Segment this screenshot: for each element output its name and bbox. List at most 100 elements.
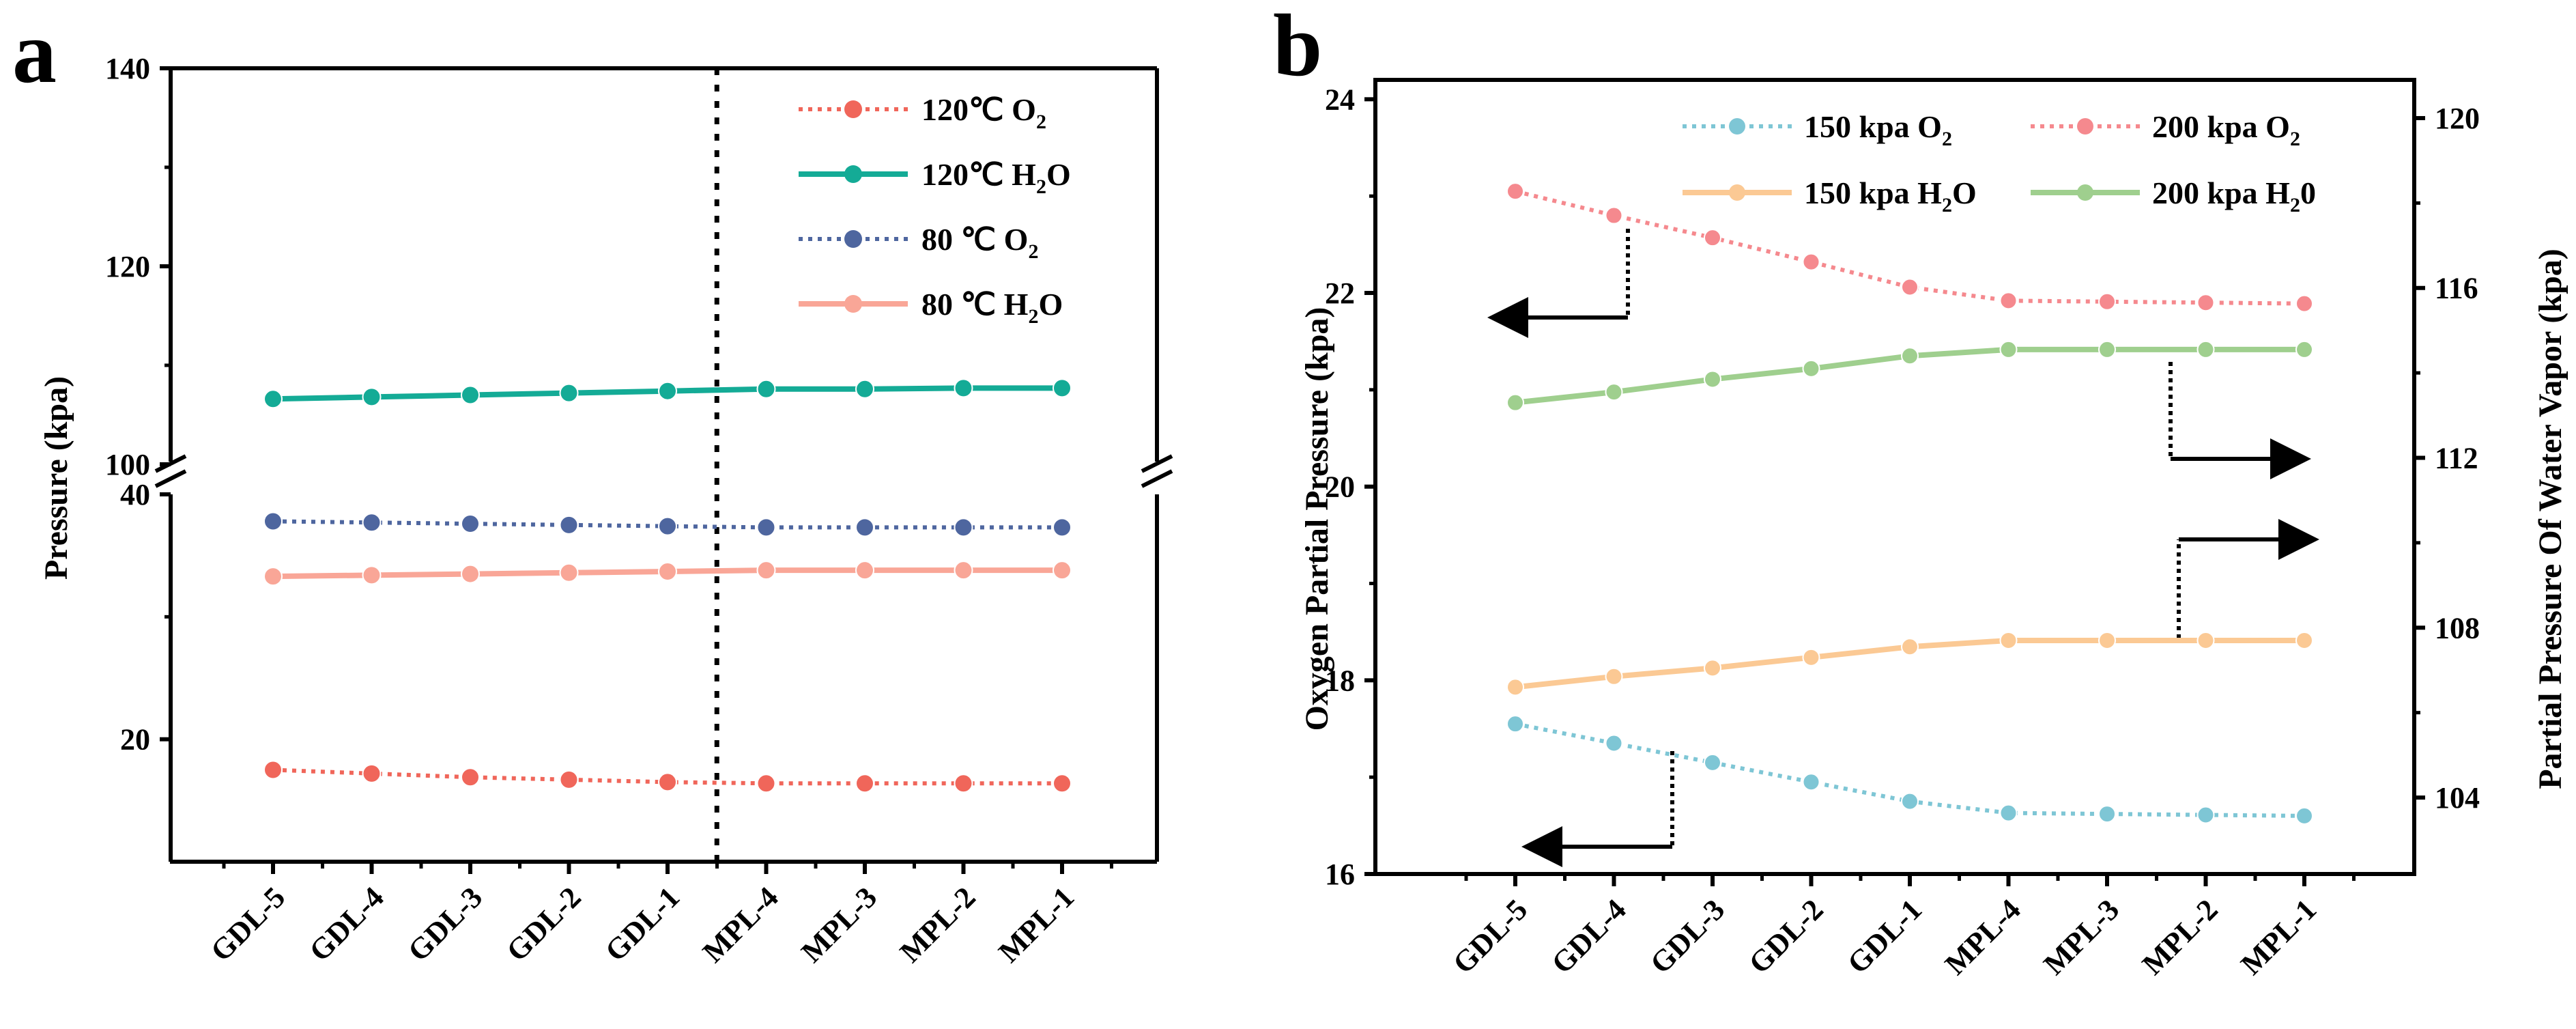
a-break-mark-right-1 (1141, 454, 1173, 473)
a-point-120-o2-gdl-1 (658, 772, 677, 792)
a-ytick-label-40: 40 (120, 478, 150, 511)
b-legend-label-200-kpa-h20: 200 kpa H20 (2152, 175, 2316, 216)
a-xtick-label-GDL-2: GDL-2 (500, 880, 588, 968)
a-legend-label-80-o2: 80 ℃ O2 (921, 222, 1038, 263)
b-point-150-kpa-o2-gdl-4 (1605, 734, 1623, 752)
a-point-80-o2-gdl-1 (658, 516, 677, 536)
a-point-80-o2-gdl-2 (559, 515, 579, 535)
a-point-120-h2o-mpl-2 (954, 378, 973, 398)
panel-a-legend: 120℃ O2 120℃ H2O 80 ℃ O2 80 ℃ H2O (799, 92, 1071, 328)
b-ytick-left-label-16: 16 (1325, 858, 1355, 891)
panel-b-letter: b (1273, 0, 1322, 95)
a-legend-label-80-h2o: 80 ℃ H2O (921, 287, 1063, 328)
panel-b-series (1506, 182, 2313, 825)
b-point-200-kpa-h20-gdl-2 (1802, 359, 1820, 378)
a-legend-label-120-h2o: 120℃ H2O (921, 157, 1071, 198)
b-legend-marker-150-kpa-o2 (1729, 118, 1745, 135)
a-point-80-o2-gdl-3 (461, 514, 480, 534)
a-point-80-h2o-gdl-4 (362, 565, 382, 585)
a-point-80-o2-gdl-5 (263, 511, 283, 531)
b-point-200-kpa-h20-mpl-2 (2196, 340, 2215, 358)
a-point-80-o2-gdl-4 (362, 513, 382, 533)
b-point-150-kpa-o2-gdl-3 (1704, 753, 1721, 772)
a-break-mark-left-2 (154, 469, 187, 488)
a-point-120-h2o-gdl-3 (461, 385, 480, 405)
b-point-200-kpa-h20-mpl-1 (2295, 340, 2313, 358)
panel-a-letter: a (12, 3, 57, 102)
b-point-200-kpa-o2-gdl-5 (1506, 182, 1524, 201)
b-ytick-left-label-24: 24 (1325, 83, 1355, 116)
a-xtick-label-MPL-1: MPL-1 (992, 880, 1081, 969)
a-point-80-h2o-mpl-1 (1053, 561, 1072, 580)
b-xtick-label-GDL-3: GDL-3 (1644, 892, 1731, 980)
b-point-200-kpa-h20-mpl-3 (2098, 340, 2116, 358)
b-xtick-label-MPL-3: MPL-3 (2037, 892, 2126, 981)
b-point-150-kpa-h2o-mpl-2 (2196, 631, 2215, 649)
b-line-200-kpa-o2 (1515, 189, 2305, 306)
a-xtick-label-MPL-2: MPL-2 (893, 880, 982, 969)
b-point-200-kpa-o2-gdl-2 (1802, 253, 1820, 271)
b-point-200-kpa-o2-gdl-3 (1704, 229, 1721, 247)
b-xtick-label-MPL-4: MPL-4 (1938, 892, 2027, 981)
panel-a-y-axis-title: Pressure (kpa) (38, 376, 74, 580)
a-point-120-o2-mpl-4 (756, 774, 776, 793)
a-ytick-label-100: 100 (105, 448, 150, 481)
b-point-150-kpa-h2o-gdl-2 (1802, 648, 1820, 666)
b-point-150-kpa-h2o-gdl-3 (1704, 659, 1721, 677)
b-point-150-kpa-o2-gdl-2 (1802, 773, 1820, 791)
a-point-120-h2o-gdl-1 (658, 381, 677, 401)
a-point-80-o2-mpl-3 (855, 518, 874, 537)
a-xtick-label-GDL-1: GDL-1 (599, 880, 686, 968)
a-point-80-h2o-gdl-3 (461, 564, 480, 584)
panel-b-axes: 16 18 20 22 24 104 108 112 116 120 GDL-5 GDL-4 GDL-3… (1325, 78, 2480, 981)
b-point-150-kpa-h2o-mpl-1 (2295, 631, 2313, 649)
a-point-80-h2o-mpl-2 (954, 561, 973, 580)
b-point-150-kpa-h2o-gdl-4 (1605, 667, 1623, 686)
panel-b-left-axis-title: Oxygen Partial Pressure (kpa) (1299, 307, 1335, 731)
a-point-80-h2o-gdl-5 (263, 567, 283, 587)
b-point-200-kpa-o2-gdl-4 (1605, 206, 1623, 225)
a-ytick-label-140: 140 (105, 52, 150, 85)
panel-b-right-axis-title: Partial Pressure Of Water Vapor (kpa) (2532, 249, 2568, 789)
b-ytick-right-label-120: 120 (2435, 102, 2480, 135)
a-point-120-h2o-mpl-1 (1053, 378, 1072, 398)
a-point-120-h2o-gdl-2 (559, 383, 579, 403)
panel-b-legend: 150 kpa O2 200 kpa O2 150 kpa H2O 200 kpa H… (1683, 109, 2316, 216)
a-xtick-label-GDL-3: GDL-3 (401, 880, 489, 968)
b-point-200-kpa-h20-gdl-3 (1704, 370, 1721, 389)
b-ytick-right-label-116: 116 (2435, 272, 2478, 305)
b-xtick-label-GDL-2: GDL-2 (1743, 892, 1830, 980)
a-point-80-o2-mpl-1 (1053, 518, 1072, 537)
b-legend-label-150-kpa-o2: 150 kpa O2 (1804, 109, 1952, 150)
b-xtick-label-GDL-1: GDL-1 (1841, 892, 1928, 980)
a-point-120-o2-gdl-2 (559, 770, 579, 789)
a-point-120-o2-gdl-3 (461, 767, 480, 787)
b-point-200-kpa-o2-mpl-1 (2295, 294, 2313, 313)
b-legend-marker-200-kpa-o2 (2077, 118, 2093, 135)
b-ytick-left-label-20: 20 (1325, 470, 1355, 504)
b-point-200-kpa-h20-gdl-4 (1605, 383, 1623, 401)
a-point-80-h2o-mpl-3 (855, 561, 874, 580)
a-legend-marker-80-h2o (844, 295, 862, 313)
b-point-150-kpa-h2o-mpl-3 (2098, 631, 2116, 649)
b-xtick-label-MPL-1: MPL-1 (2234, 892, 2323, 981)
b-point-150-kpa-o2-gdl-5 (1506, 715, 1524, 733)
a-ytick-label-20: 20 (120, 723, 150, 757)
a-legend-label-120-o2: 120℃ O2 (921, 92, 1046, 133)
a-xtick-label-MPL-3: MPL-3 (795, 880, 883, 969)
b-point-150-kpa-h2o-gdl-5 (1506, 678, 1524, 696)
b-ytick-right-label-108: 108 (2435, 611, 2480, 645)
b-point-150-kpa-o2-mpl-2 (2196, 806, 2215, 824)
b-legend-marker-150-kpa-h2o (1729, 184, 1745, 201)
a-point-120-o2-gdl-5 (263, 760, 283, 780)
b-legend-label-200-kpa-o2: 200 kpa O2 (2152, 109, 2300, 150)
b-ytick-right-label-112: 112 (2435, 442, 2478, 475)
b-xtick-label-MPL-2: MPL-2 (2136, 892, 2224, 981)
b-point-150-kpa-o2-mpl-4 (1999, 804, 2018, 822)
a-point-120-h2o-mpl-4 (756, 379, 776, 399)
a-point-120-h2o-mpl-3 (855, 379, 874, 399)
a-point-80-o2-mpl-2 (954, 518, 973, 537)
a-xtick-label-GDL-4: GDL-4 (303, 880, 390, 968)
b-point-150-kpa-o2-gdl-1 (1901, 792, 1919, 810)
